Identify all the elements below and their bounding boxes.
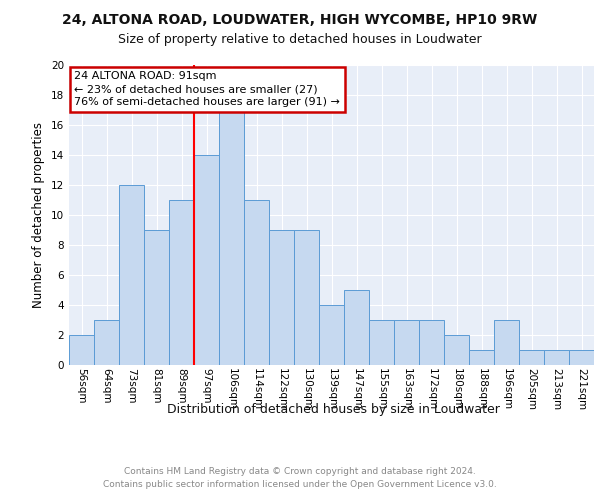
Bar bbox=[244, 200, 269, 365]
Bar bbox=[169, 200, 194, 365]
Bar bbox=[194, 155, 219, 365]
Y-axis label: Number of detached properties: Number of detached properties bbox=[32, 122, 46, 308]
Bar bbox=[144, 230, 169, 365]
Text: 24 ALTONA ROAD: 91sqm
← 23% of detached houses are smaller (27)
76% of semi-deta: 24 ALTONA ROAD: 91sqm ← 23% of detached … bbox=[74, 71, 340, 108]
Bar bbox=[519, 350, 544, 365]
Text: 24, ALTONA ROAD, LOUDWATER, HIGH WYCOMBE, HP10 9RW: 24, ALTONA ROAD, LOUDWATER, HIGH WYCOMBE… bbox=[62, 12, 538, 26]
Bar bbox=[69, 335, 94, 365]
Bar bbox=[494, 320, 519, 365]
Text: Contains public sector information licensed under the Open Government Licence v3: Contains public sector information licen… bbox=[103, 480, 497, 489]
Bar bbox=[319, 305, 344, 365]
Bar bbox=[394, 320, 419, 365]
Bar bbox=[419, 320, 444, 365]
Bar bbox=[469, 350, 494, 365]
Bar bbox=[444, 335, 469, 365]
Text: Distribution of detached houses by size in Loudwater: Distribution of detached houses by size … bbox=[167, 402, 499, 415]
Bar bbox=[294, 230, 319, 365]
Bar bbox=[94, 320, 119, 365]
Text: Contains HM Land Registry data © Crown copyright and database right 2024.: Contains HM Land Registry data © Crown c… bbox=[124, 468, 476, 476]
Bar bbox=[544, 350, 569, 365]
Bar bbox=[369, 320, 394, 365]
Bar bbox=[119, 185, 144, 365]
Bar bbox=[219, 110, 244, 365]
Bar bbox=[344, 290, 369, 365]
Bar bbox=[269, 230, 294, 365]
Bar bbox=[569, 350, 594, 365]
Text: Size of property relative to detached houses in Loudwater: Size of property relative to detached ho… bbox=[118, 32, 482, 46]
